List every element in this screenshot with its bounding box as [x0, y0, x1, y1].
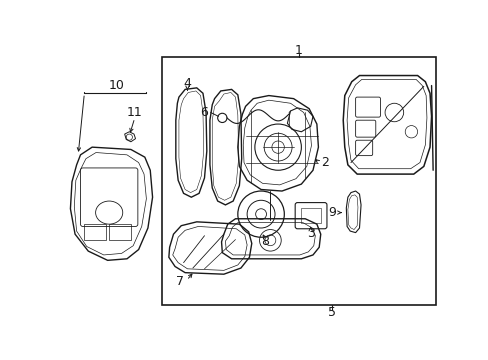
Text: 2: 2 — [320, 156, 328, 169]
Text: 5: 5 — [328, 306, 336, 319]
Text: 4: 4 — [183, 77, 191, 90]
Bar — [84, 224, 106, 239]
Text: 11: 11 — [126, 106, 142, 119]
Text: 9: 9 — [328, 206, 336, 219]
Text: 7: 7 — [175, 275, 183, 288]
Text: 1: 1 — [295, 44, 303, 57]
Text: 8: 8 — [261, 235, 268, 248]
Text: 10: 10 — [109, 79, 124, 92]
Text: 3: 3 — [306, 227, 314, 240]
Bar — [109, 224, 131, 239]
Text: 6: 6 — [200, 106, 208, 119]
Bar — [162, 57, 435, 305]
Bar — [300, 208, 320, 223]
